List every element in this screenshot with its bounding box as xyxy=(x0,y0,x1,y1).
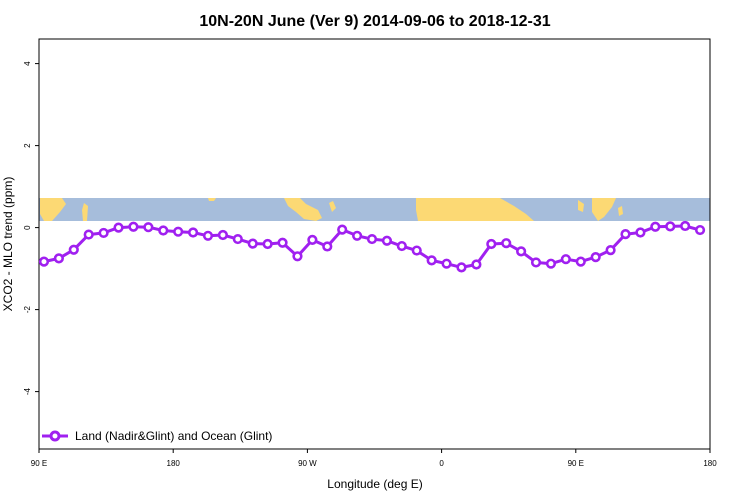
map-land-mass xyxy=(578,200,584,212)
legend: Land (Nadir&Glint) and Ocean (Glint) xyxy=(42,429,272,443)
legend-label: Land (Nadir&Glint) and Ocean (Glint) xyxy=(75,429,272,443)
data-point xyxy=(173,226,184,237)
map-land-mass xyxy=(416,198,534,221)
data-point xyxy=(411,245,422,256)
data-point xyxy=(113,222,124,233)
legend-marker-swatch xyxy=(49,430,61,442)
data-point xyxy=(456,262,467,273)
x-tick-label: 180 xyxy=(703,459,717,468)
map-land-mass xyxy=(208,198,216,201)
map-land-mass xyxy=(329,201,336,212)
data-point xyxy=(38,256,50,267)
data-point xyxy=(620,229,631,240)
data-point xyxy=(396,240,407,252)
data-point xyxy=(441,258,452,269)
y-tick-label: 2 xyxy=(23,143,32,148)
map-land-mass xyxy=(82,203,88,221)
data-point xyxy=(575,256,586,267)
y-tick-label: -4 xyxy=(23,387,32,395)
data-point xyxy=(187,227,199,238)
data-point xyxy=(635,227,646,238)
data-point xyxy=(471,259,482,270)
data-point xyxy=(232,233,243,245)
x-tick-label: 180 xyxy=(167,459,181,468)
map-ocean-band xyxy=(39,198,710,221)
data-point xyxy=(426,255,437,266)
x-axis-label: Longitude (deg E) xyxy=(327,477,422,491)
data-point xyxy=(307,234,318,245)
y-tick-label: -2 xyxy=(23,305,32,313)
data-point xyxy=(605,245,616,256)
series-layer xyxy=(38,220,706,273)
map-land-mass xyxy=(592,198,616,221)
data-point xyxy=(381,235,393,246)
data-point xyxy=(501,238,512,249)
data-point xyxy=(262,238,273,250)
data-point xyxy=(83,229,94,240)
data-point xyxy=(128,221,139,232)
data-point xyxy=(694,224,706,236)
y-tick-label: 0 xyxy=(23,225,32,230)
data-point xyxy=(366,233,378,245)
data-point xyxy=(665,221,676,232)
y-axis-label: XCO2 - MLO trend (ppm) xyxy=(1,177,15,312)
data-point xyxy=(650,221,661,232)
data-point xyxy=(202,230,214,241)
map-land-mass xyxy=(284,198,322,221)
data-point xyxy=(590,252,601,263)
world-map-strip xyxy=(39,198,710,221)
data-point xyxy=(322,241,333,252)
data-point xyxy=(98,227,109,239)
data-point xyxy=(143,222,154,233)
x-tick-label: 90 E xyxy=(568,459,584,468)
data-point xyxy=(53,253,64,264)
plot-frame xyxy=(38,38,711,450)
data-point xyxy=(352,230,363,241)
x-axis: 90 E 180 90 W 0 90 E 180 xyxy=(31,449,717,468)
x-tick-label: 90 W xyxy=(298,459,317,468)
data-point xyxy=(680,220,691,232)
chart-title: 10N-20N June (Ver 9) 2014-09-06 to 2018-… xyxy=(199,13,550,30)
series-line xyxy=(43,224,701,269)
y-tick-label: 4 xyxy=(23,61,32,66)
data-point xyxy=(68,244,79,255)
map-land-mass xyxy=(618,206,623,216)
data-point xyxy=(292,251,303,262)
data-point xyxy=(247,238,258,249)
data-point xyxy=(277,237,288,248)
data-point xyxy=(158,225,169,236)
map-land-mass xyxy=(503,205,510,213)
y-axis: 4 2 0 -2 -4 xyxy=(23,61,39,395)
data-point xyxy=(530,257,542,268)
data-point xyxy=(545,258,557,269)
data-point xyxy=(560,254,571,265)
data-point xyxy=(337,224,348,235)
x-tick-label: 90 E xyxy=(31,459,47,468)
data-point xyxy=(516,246,527,257)
x-tick-label: 0 xyxy=(439,459,444,468)
data-point xyxy=(486,238,497,250)
map-land-mass xyxy=(40,198,66,221)
data-point xyxy=(217,229,229,241)
